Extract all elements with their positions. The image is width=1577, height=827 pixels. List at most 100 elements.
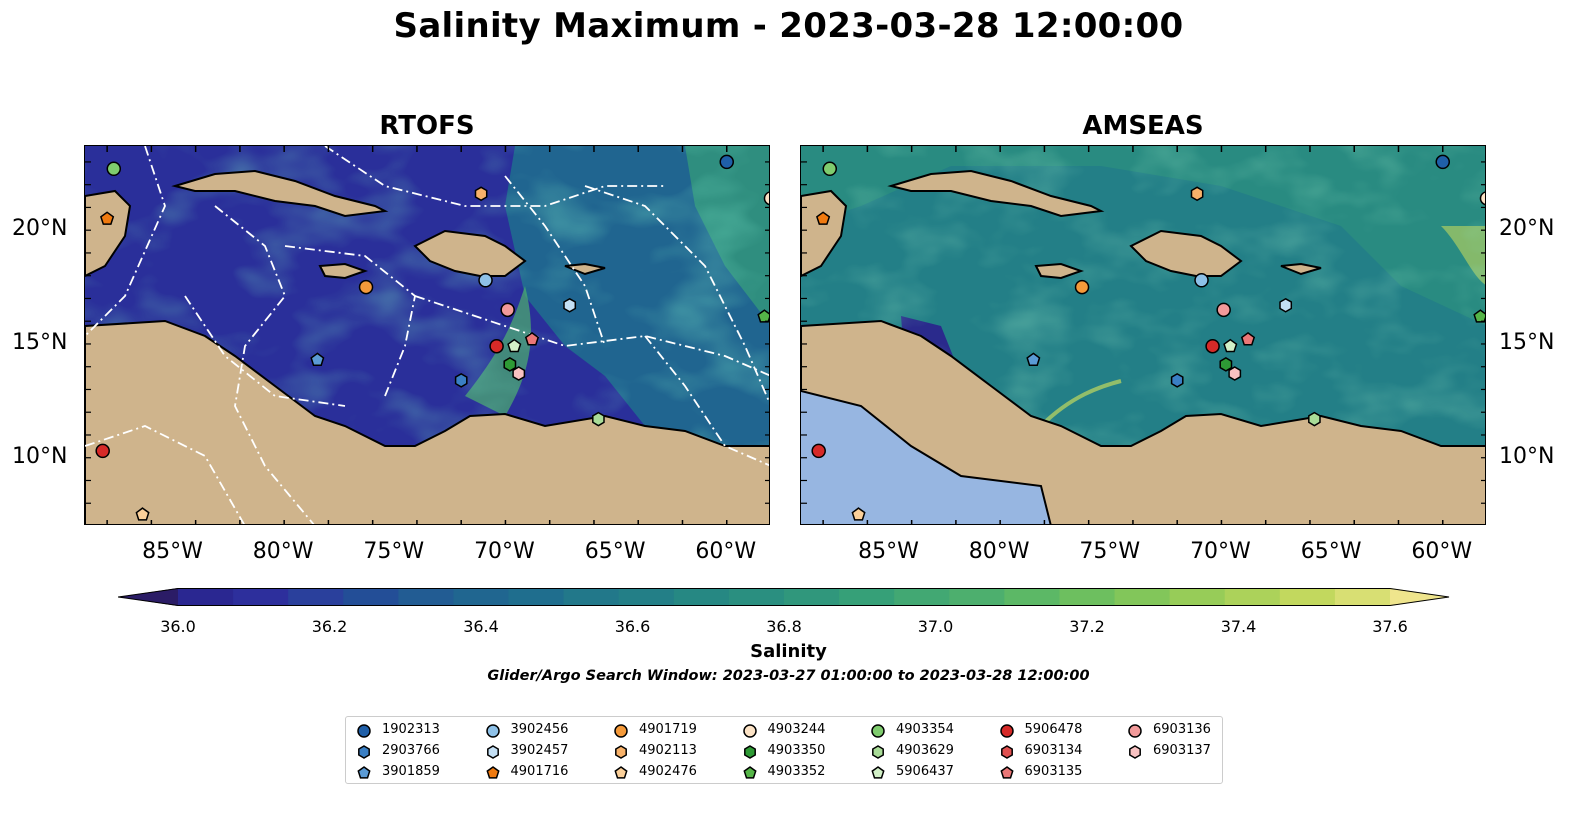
colorbar-segment <box>288 588 344 606</box>
float-marker-5906478[interactable] <box>489 338 504 354</box>
float-marker-4903354[interactable] <box>822 161 838 177</box>
colorbar-tick-label: 37.6 <box>1372 617 1408 636</box>
amseas-land <box>801 169 1485 524</box>
float-marker-6903137[interactable] <box>512 366 526 381</box>
float-marker-4901719[interactable] <box>1074 279 1090 295</box>
float-marker-3902457[interactable] <box>1279 297 1293 313</box>
map-ticks <box>85 146 769 524</box>
float-marker-5906437[interactable] <box>507 338 522 353</box>
float-marker-4901716[interactable] <box>816 211 831 225</box>
legend-label: 4902476 <box>639 764 697 779</box>
float-marker-5906437[interactable] <box>1223 338 1238 353</box>
lon-label-amseas-3: 70°W <box>1190 539 1251 564</box>
float-marker-3902456[interactable] <box>478 273 493 288</box>
legend-label: 6903135 <box>1024 764 1083 779</box>
legend-label: 5906437 <box>896 764 954 779</box>
float-marker-4902476[interactable] <box>851 507 866 521</box>
float-marker-5906478[interactable] <box>1205 338 1220 354</box>
lat-label-lat-left-2: 10°N <box>12 443 68 469</box>
legend-label: 4901716 <box>510 764 569 779</box>
float-marker-4903352[interactable] <box>757 309 770 323</box>
colorbar-tick-label: 37.4 <box>1220 617 1257 636</box>
float-marker-4903244[interactable] <box>1479 191 1487 206</box>
float-marker-3901859[interactable] <box>1026 352 1041 366</box>
colorbar-tick-label: 36.2 <box>311 617 348 636</box>
colorbar-segment <box>563 588 620 606</box>
float-marker-4903629[interactable] <box>592 411 605 427</box>
float-marker-1902313[interactable] <box>719 154 734 170</box>
colorbar-tick-label: 36.6 <box>614 617 651 636</box>
lon-label-rtofs-0: 85°W <box>142 539 203 564</box>
float-marker-4901716[interactable] <box>100 211 115 225</box>
colorbar-segment <box>1334 588 1391 606</box>
float-marker-2903766[interactable] <box>454 373 468 388</box>
amseas-float-markers[interactable] <box>811 154 1487 521</box>
float-marker-3901859[interactable] <box>310 352 325 366</box>
float-marker-6903135[interactable] <box>1240 331 1256 346</box>
pentagon-marker-icon <box>485 766 500 779</box>
legend-label: 4903244 <box>767 722 826 737</box>
legend-label: 3901859 <box>382 764 440 779</box>
amseas-map[interactable] <box>800 145 1486 525</box>
map-ticks <box>801 146 1485 524</box>
rtofs-land <box>85 169 769 524</box>
circle-marker-icon <box>742 724 757 738</box>
float-marker-3902456[interactable] <box>1194 273 1209 288</box>
legend-label: 4903629 <box>896 743 954 758</box>
circle-marker-icon <box>357 724 371 738</box>
float-marker-6903135[interactable] <box>524 331 540 346</box>
lon-label-rtofs-5: 60°W <box>695 539 757 564</box>
legend-label: 4903354 <box>896 722 954 737</box>
float-marker-4903354[interactable] <box>106 161 122 177</box>
float-marker-4903350[interactable] <box>1219 357 1233 372</box>
lon-label-amseas-4: 65°W <box>1300 539 1362 564</box>
lon-label-rtofs-3: 70°W <box>474 539 535 564</box>
colorbar-tick-label: 36.8 <box>766 617 802 636</box>
colorbar-tick-label: 37.2 <box>1069 617 1105 636</box>
pentagon-marker-icon <box>357 766 371 779</box>
float-marker-4902113[interactable] <box>1190 186 1204 202</box>
panel-title-rtofs: RTOFS <box>379 111 475 141</box>
colorbar-extend-high <box>1390 588 1450 606</box>
hexagon-marker-icon <box>1000 745 1013 759</box>
float-marker-6903137[interactable] <box>1228 366 1242 381</box>
float-marker-4902476[interactable] <box>135 507 150 521</box>
colorbar-segment <box>453 588 510 606</box>
float-marker-4902113[interactable] <box>474 186 488 202</box>
float-marker-5906478[interactable] <box>95 443 110 459</box>
legend-label: 1902313 <box>382 722 440 737</box>
legend-label: 4903352 <box>767 764 826 779</box>
colorbar-tick-label: 36.4 <box>463 617 499 636</box>
float-marker-4903629[interactable] <box>1308 411 1321 427</box>
float-marker-5906478[interactable] <box>811 443 826 459</box>
rtofs-map[interactable] <box>84 145 770 525</box>
float-marker-4903350[interactable] <box>503 357 517 372</box>
lon-label-amseas-2: 75°W <box>1079 539 1141 564</box>
legend-label: 6903136 <box>1153 722 1211 737</box>
float-marker-4903244[interactable] <box>763 191 771 206</box>
circle-marker-icon <box>614 724 628 738</box>
colorbar-segment <box>1059 588 1116 606</box>
float-marker-6903136[interactable] <box>1216 302 1231 318</box>
colorbar-tick-label: 36.0 <box>160 617 196 636</box>
float-legend: 1902313 2903766 3901859 3902456 3902457 49017… <box>345 716 1223 784</box>
lon-label-amseas-5: 60°W <box>1411 539 1473 564</box>
legend-label: 4902113 <box>639 743 697 758</box>
panel-title-amseas: AMSEAS <box>1082 111 1204 141</box>
float-marker-4901719[interactable] <box>358 279 374 295</box>
legend-label: 4903350 <box>767 743 826 758</box>
colorbar-segment <box>343 588 399 606</box>
float-marker-4903352[interactable] <box>1473 309 1486 323</box>
float-marker-1902313[interactable] <box>1435 154 1450 170</box>
pentagon-marker-icon <box>614 766 628 779</box>
search-window-caption: Glider/Argo Search Window: 2023-03-27 01… <box>487 668 1090 684</box>
float-marker-6903136[interactable] <box>500 302 515 318</box>
legend-label: 2903766 <box>382 743 440 758</box>
hexagon-marker-icon <box>743 745 756 759</box>
colorbar-segment <box>1169 588 1226 606</box>
float-marker-3902457[interactable] <box>563 297 577 313</box>
float-marker-2903766[interactable] <box>1170 373 1184 388</box>
rtofs-float-markers[interactable] <box>95 154 771 521</box>
hexagon-marker-icon <box>872 745 884 759</box>
rtofs-eez-boundaries <box>85 146 769 524</box>
